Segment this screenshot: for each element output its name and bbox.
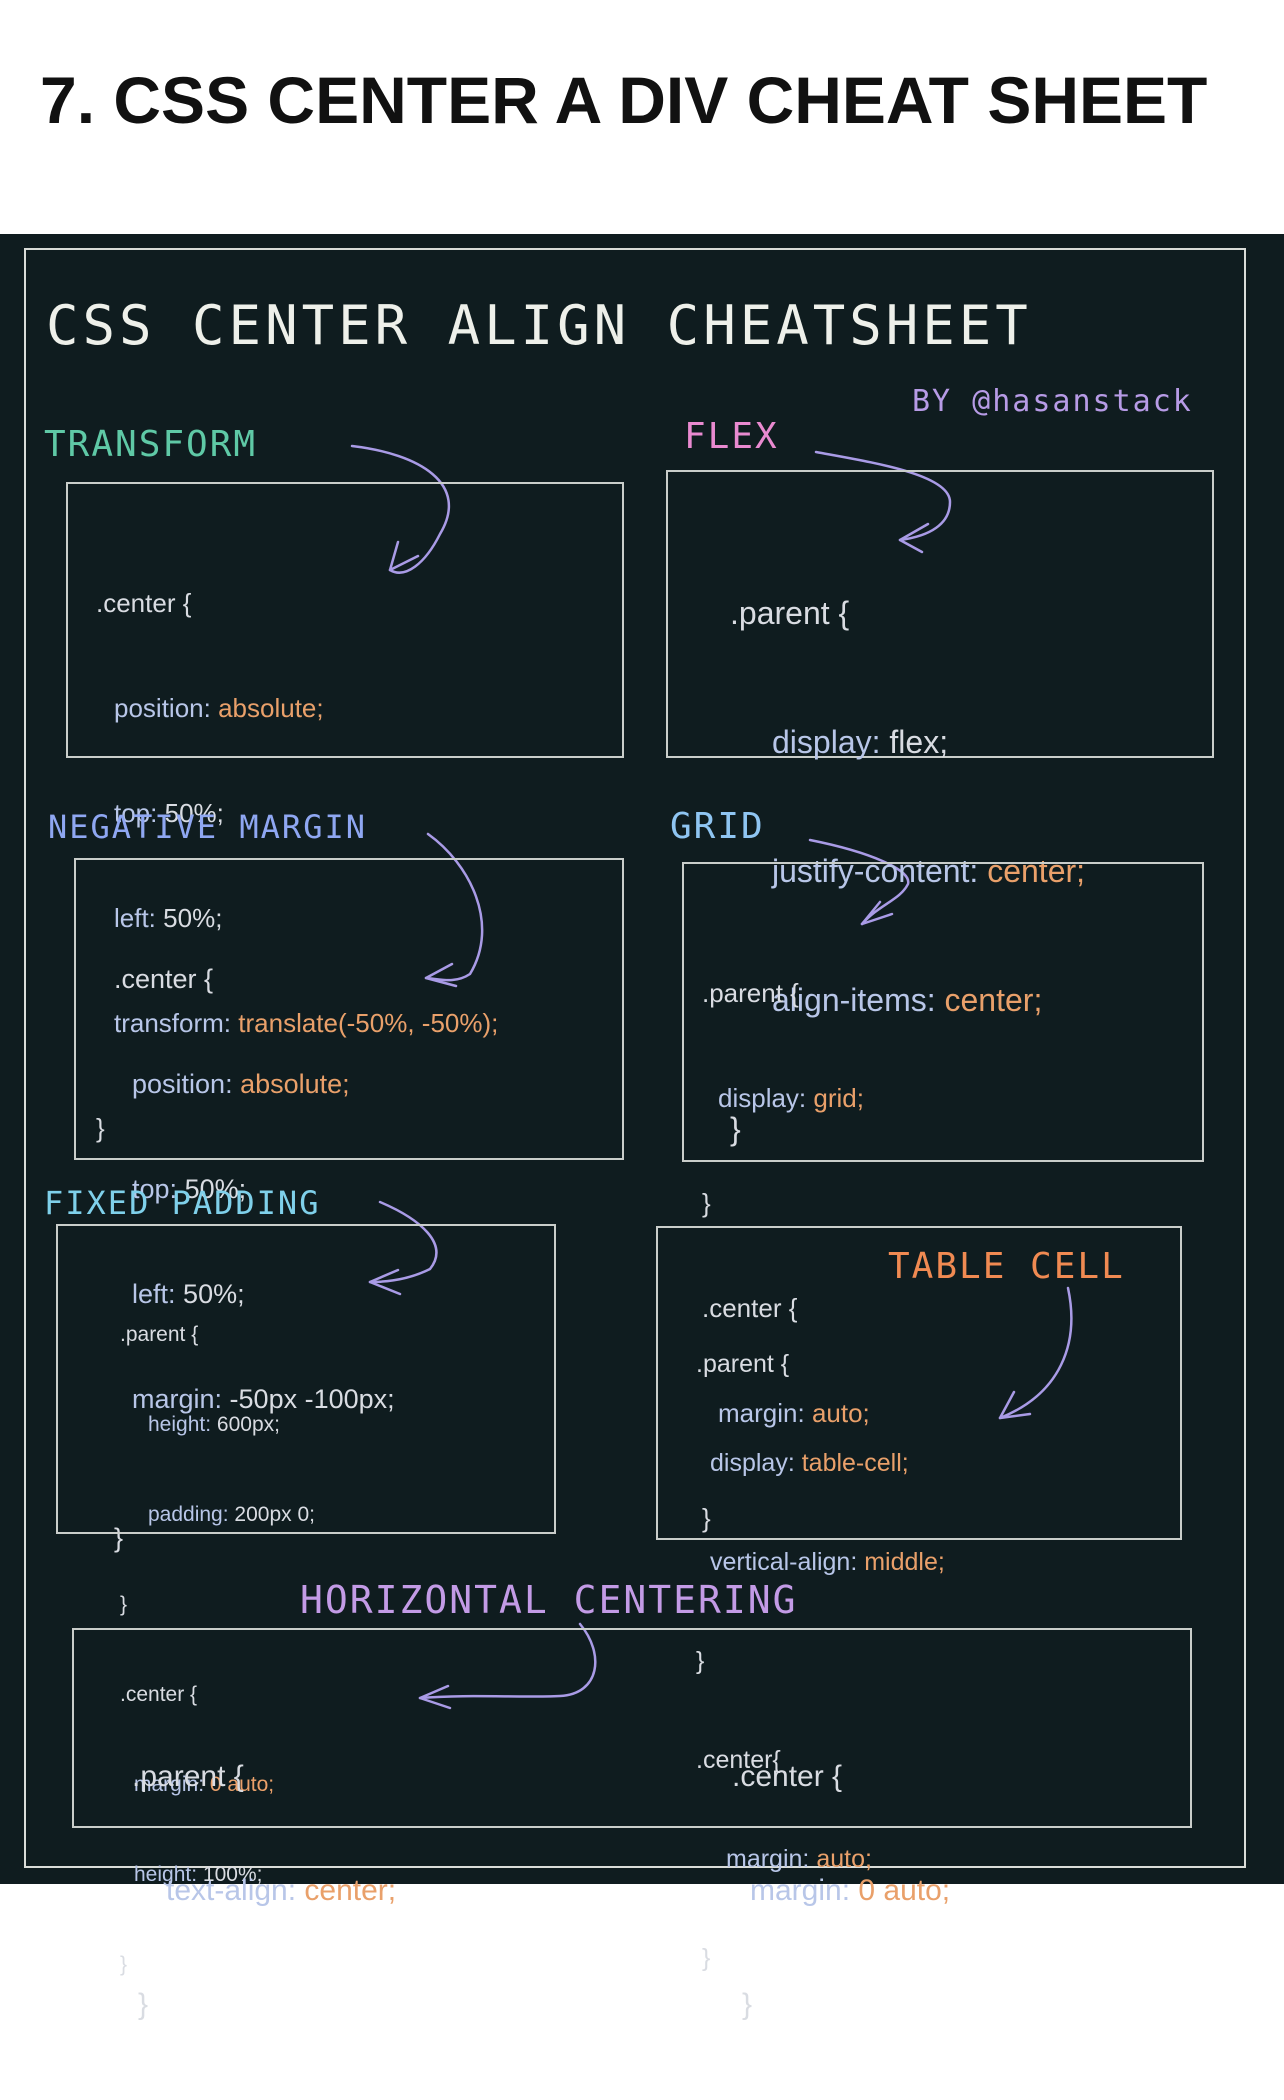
code-value: 50%; bbox=[183, 1279, 245, 1309]
transform-code: .center { position: absolute; top: 50%; … bbox=[96, 516, 498, 1216]
code-property: margin: bbox=[726, 1845, 810, 1873]
code-brace: } bbox=[120, 1593, 128, 1616]
flex-heading: FLEX bbox=[684, 416, 779, 457]
negative-margin-box bbox=[74, 858, 624, 1160]
transform-box bbox=[66, 482, 624, 758]
code-selector: .parent { bbox=[702, 978, 799, 1008]
code-selector: .center { bbox=[120, 1683, 198, 1706]
code-property: top: bbox=[132, 1174, 178, 1204]
fixed-padding-box bbox=[56, 1224, 556, 1534]
fixed-padding-heading: FIXED PADDING bbox=[44, 1184, 321, 1222]
code-value: 200px 0; bbox=[234, 1503, 315, 1526]
code-value: 50%; bbox=[163, 903, 223, 933]
code-value: 0 auto; bbox=[858, 1874, 951, 1907]
code-property: justify-content: bbox=[772, 853, 979, 889]
code-selector: .center { bbox=[96, 588, 192, 618]
code-selector: .center { bbox=[114, 964, 214, 994]
code-property: display: bbox=[772, 724, 881, 760]
board-title: CSS CENTER ALIGN CHEATSHEET bbox=[46, 294, 1032, 357]
code-value: -50px -100px; bbox=[229, 1384, 395, 1414]
code-property: margin: bbox=[132, 1384, 223, 1414]
flex-code: .parent { display: flex; justify-content… bbox=[730, 506, 1085, 1237]
code-selector: .parent { bbox=[120, 1323, 199, 1346]
code-brace: } bbox=[114, 1523, 124, 1553]
code-value: flex; bbox=[889, 724, 949, 760]
horizontal-centering-heading: HORIZONTAL CENTERING bbox=[300, 1578, 798, 1622]
code-value: auto; bbox=[811, 1398, 870, 1428]
author-byline: BY @hasanstack bbox=[912, 384, 1193, 419]
code-value: absolute; bbox=[218, 693, 324, 723]
table-cell-box bbox=[656, 1226, 1182, 1540]
code-brace: } bbox=[702, 1503, 711, 1533]
code-brace: } bbox=[696, 1647, 705, 1675]
code-selector: .parent { bbox=[132, 1760, 244, 1793]
code-property: padding: bbox=[148, 1503, 229, 1526]
grid-heading: GRID bbox=[670, 806, 765, 847]
code-property: top: bbox=[114, 798, 158, 828]
grid-code: .parent { display: grid; } .center { mar… bbox=[702, 906, 870, 1606]
code-value: middle; bbox=[864, 1548, 945, 1576]
code-property: display: bbox=[710, 1449, 795, 1477]
code-value: 50%; bbox=[164, 798, 224, 828]
negative-margin-heading: NEGATIVE MARGIN bbox=[48, 808, 367, 846]
code-property: margin: bbox=[134, 1773, 205, 1796]
code-property: position: bbox=[132, 1069, 233, 1099]
board-frame bbox=[24, 248, 1246, 1868]
code-property: vertical-align: bbox=[710, 1548, 858, 1576]
grid-box bbox=[682, 862, 1204, 1162]
code-value: grid; bbox=[813, 1083, 864, 1113]
negative-margin-code: .center { position: absolute; top: 50%; … bbox=[114, 892, 395, 1626]
code-brace: } bbox=[138, 1988, 149, 2021]
page-title: 7. CSS CENTER A DIV CHEAT SHEET bbox=[40, 63, 1208, 137]
code-brace: } bbox=[742, 1988, 753, 2021]
code-property: left: bbox=[114, 903, 156, 933]
code-property: height: bbox=[148, 1413, 212, 1436]
horizontal-right-code: .center { margin: 0 auto; } bbox=[732, 1682, 950, 2100]
code-selector: .center{ bbox=[696, 1746, 781, 1774]
code-brace: } bbox=[702, 1188, 711, 1218]
code-property: position: bbox=[114, 693, 211, 723]
code-value: table-cell; bbox=[801, 1449, 909, 1477]
code-property: text-align: bbox=[166, 1874, 297, 1907]
code-property: display: bbox=[718, 1083, 807, 1113]
code-selector: .parent { bbox=[696, 1350, 790, 1378]
fixed-padding-code: .parent { height: 600px; padding: 200px … bbox=[120, 1260, 315, 2040]
code-selector: .center { bbox=[702, 1293, 798, 1323]
cheatsheet-board: CSS CENTER ALIGN CHEATSHEET BY @hasansta… bbox=[0, 234, 1284, 2021]
code-selector: .center { bbox=[732, 1760, 843, 1793]
code-value: center; bbox=[304, 1874, 397, 1907]
code-brace: } bbox=[96, 1113, 105, 1143]
code-value: translate(-50%, -50%); bbox=[238, 1008, 499, 1038]
code-value: center; bbox=[944, 982, 1043, 1018]
code-brace: } bbox=[730, 1111, 741, 1147]
code-value: center; bbox=[987, 853, 1086, 889]
transform-heading: TRANSFORM bbox=[44, 424, 258, 465]
code-property: transform: bbox=[114, 1008, 232, 1038]
code-property: height: bbox=[134, 1863, 198, 1886]
table-cell-heading: TABLE CELL bbox=[888, 1246, 1125, 1287]
horizontal-centering-box bbox=[72, 1628, 1192, 1828]
horizontal-left-code: .parent { text-align: center; } bbox=[132, 1682, 396, 2100]
code-property: left: bbox=[132, 1279, 176, 1309]
code-value: auto; bbox=[816, 1845, 872, 1873]
code-property: margin: bbox=[718, 1398, 805, 1428]
code-selector: .parent { bbox=[730, 595, 850, 631]
flex-box bbox=[666, 470, 1214, 758]
code-value: 600px; bbox=[216, 1413, 280, 1436]
code-value: 100%; bbox=[202, 1863, 263, 1886]
code-value: absolute; bbox=[240, 1069, 350, 1099]
code-property: align-items: bbox=[772, 982, 936, 1018]
code-value: 0 auto; bbox=[209, 1773, 275, 1796]
code-value: 50%; bbox=[184, 1174, 247, 1204]
code-property: margin: bbox=[750, 1874, 851, 1907]
